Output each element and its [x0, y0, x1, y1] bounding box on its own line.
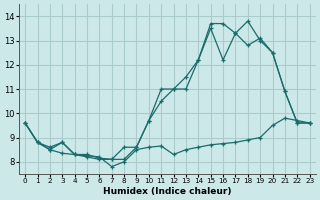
X-axis label: Humidex (Indice chaleur): Humidex (Indice chaleur) — [103, 187, 232, 196]
